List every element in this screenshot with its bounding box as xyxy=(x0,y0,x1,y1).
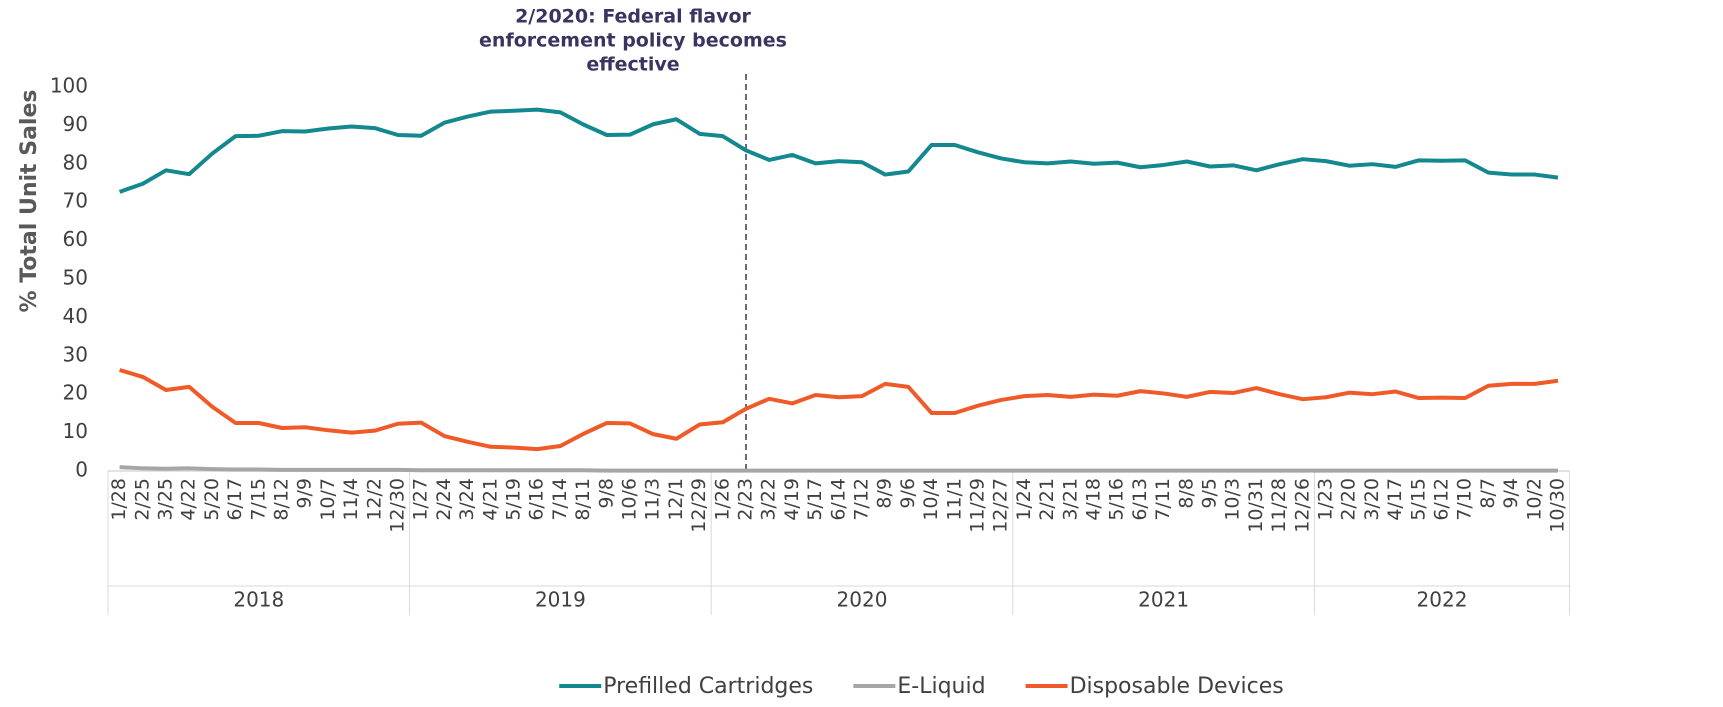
x-tick-label: 10/4 xyxy=(920,478,942,521)
year-label: 2018 xyxy=(233,588,284,612)
year-label: 2020 xyxy=(837,588,888,612)
x-tick-label: 5/20 xyxy=(201,478,223,521)
x-tick-label: 1/27 xyxy=(410,478,432,521)
y-tick-label: 10 xyxy=(63,419,88,443)
x-tick-label: 5/19 xyxy=(503,478,525,521)
x-tick-label: 4/21 xyxy=(479,478,501,521)
x-tick-label: 12/29 xyxy=(688,478,710,533)
legend-label: E-Liquid xyxy=(897,674,985,699)
x-tick-label: 3/21 xyxy=(1059,478,1081,521)
y-tick-label: 0 xyxy=(75,458,88,482)
x-tick-label: 6/17 xyxy=(224,478,246,521)
y-tick-label: 100 xyxy=(50,74,88,98)
x-tick-label: 12/2 xyxy=(363,478,385,521)
x-tick-label: 1/24 xyxy=(1013,478,1035,521)
x-tick-label: 2/20 xyxy=(1338,478,1360,521)
x-tick-label: 10/7 xyxy=(317,478,339,521)
x-tick-label: 12/1 xyxy=(665,478,687,521)
x-tick-label: 1/26 xyxy=(711,478,733,521)
x-tick-label: 12/30 xyxy=(387,478,409,533)
x-tick-label: 11/4 xyxy=(340,478,362,521)
y-tick-label: 20 xyxy=(63,381,88,405)
x-tick-label: 9/6 xyxy=(897,478,919,509)
x-tick-label: 2/25 xyxy=(131,478,153,521)
x-tick-label: 4/19 xyxy=(781,478,803,521)
x-tick-label: 6/13 xyxy=(1129,478,1151,521)
x-tick-label: 7/11 xyxy=(1152,478,1174,521)
x-tick-label: 8/12 xyxy=(271,478,293,521)
y-tick-label: 60 xyxy=(63,227,88,251)
year-label: 2019 xyxy=(535,588,586,612)
x-tick-label: 10/31 xyxy=(1245,478,1267,533)
x-tick-label: 7/14 xyxy=(549,478,571,521)
legend-label: Disposable Devices xyxy=(1070,674,1284,699)
x-tick-label: 9/4 xyxy=(1500,478,1522,509)
x-tick-label: 6/16 xyxy=(526,478,548,521)
series-line xyxy=(119,368,1559,452)
x-tick-label: 11/1 xyxy=(943,478,965,521)
y-tick-label: 90 xyxy=(63,112,88,136)
x-tick-label: 3/24 xyxy=(456,478,478,521)
x-tick-label: 8/7 xyxy=(1477,478,1499,509)
x-tick-label: 1/23 xyxy=(1315,478,1337,521)
x-tick-label: 9/8 xyxy=(595,478,617,509)
x-tick-label: 2/21 xyxy=(1036,478,1058,521)
y-tick-label: 70 xyxy=(63,189,88,213)
x-tick-label: 4/22 xyxy=(178,478,200,521)
series-line xyxy=(119,465,1558,473)
x-tick-label: 12/26 xyxy=(1291,478,1313,533)
y-tick-label: 80 xyxy=(63,150,88,174)
year-label: 2022 xyxy=(1417,588,1468,612)
x-tick-label: 5/15 xyxy=(1407,478,1429,521)
x-tick-label: 5/16 xyxy=(1106,478,1128,521)
x-tick-label: 10/3 xyxy=(1222,478,1244,521)
x-tick-label: 10/6 xyxy=(619,478,641,521)
x-tick-label: 6/14 xyxy=(827,478,849,521)
annotation-text: enforcement policy becomes xyxy=(479,30,787,52)
x-tick-label: 9/5 xyxy=(1199,478,1221,509)
x-tick-label: 1/28 xyxy=(108,478,130,521)
year-label: 2021 xyxy=(1138,588,1189,612)
x-tick-label: 11/29 xyxy=(967,478,989,533)
annotation-text: effective xyxy=(586,54,679,76)
annotation-text: 2/2020: Federal flavor xyxy=(515,6,751,28)
x-tick-label: 7/10 xyxy=(1454,478,1476,521)
x-tick-label: 4/18 xyxy=(1083,478,1105,521)
x-tick-label: 8/9 xyxy=(874,478,896,509)
legend-label: Prefilled Cartridges xyxy=(603,674,813,699)
x-tick-label: 10/30 xyxy=(1547,478,1569,533)
x-tick-label: 2/23 xyxy=(735,478,757,521)
y-axis-title: % Total Unit Sales xyxy=(17,90,42,313)
x-tick-label: 5/17 xyxy=(804,478,826,521)
x-tick-label: 3/20 xyxy=(1361,478,1383,521)
x-tick-label: 6/12 xyxy=(1431,478,1453,521)
x-tick-label: 11/28 xyxy=(1268,478,1290,533)
y-tick-label: 30 xyxy=(63,342,88,366)
x-tick-label: 7/15 xyxy=(247,478,269,521)
y-tick-label: 40 xyxy=(63,304,88,328)
x-tick-label: 9/9 xyxy=(294,478,316,509)
x-tick-label: 3/25 xyxy=(155,478,177,521)
x-tick-label: 12/27 xyxy=(990,478,1012,533)
x-tick-label: 8/11 xyxy=(572,478,594,521)
x-tick-label: 3/22 xyxy=(758,478,780,521)
series-line xyxy=(118,107,1559,194)
x-tick-label: 11/3 xyxy=(642,478,664,521)
x-tick-label: 4/17 xyxy=(1384,478,1406,521)
x-tick-label: 8/8 xyxy=(1175,478,1197,509)
x-tick-label: 10/2 xyxy=(1523,478,1545,521)
x-tick-label: 2/24 xyxy=(433,478,455,521)
x-tick-label: 7/12 xyxy=(851,478,873,521)
y-tick-label: 50 xyxy=(63,266,88,290)
